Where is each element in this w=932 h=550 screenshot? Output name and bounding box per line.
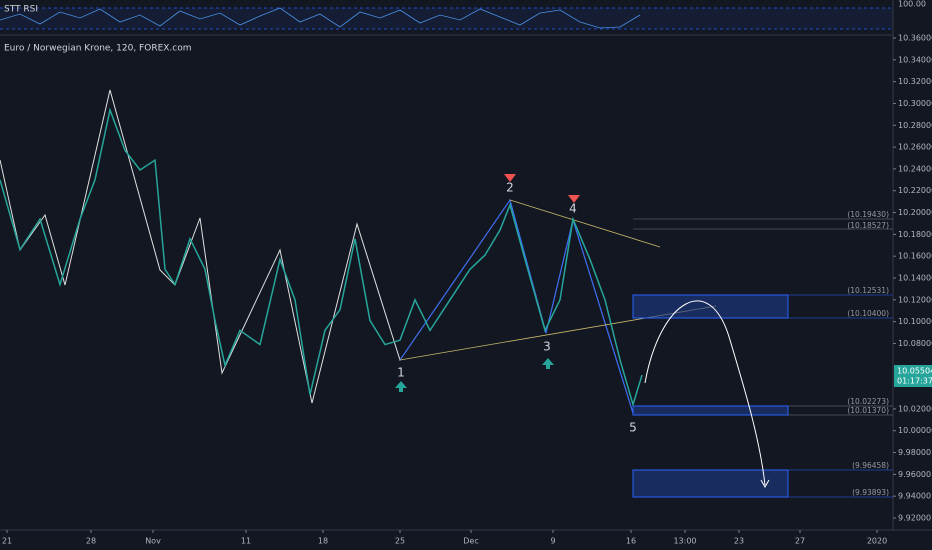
x-tick-label: Dec xyxy=(463,537,478,546)
y-tick-label: 10.24000 xyxy=(898,164,932,173)
zone-box xyxy=(632,294,789,319)
x-tick-label: 21 xyxy=(2,537,12,546)
x-tick-label: 18 xyxy=(318,537,328,546)
level-label: (9.93893) xyxy=(852,488,889,497)
x-tick-label: 28 xyxy=(86,537,96,546)
price-tag xyxy=(894,365,932,387)
y-tick-label: 10.14000 xyxy=(898,274,932,283)
x-tick-label: 13:00 xyxy=(673,537,696,546)
x-tick-label: 27 xyxy=(795,537,805,546)
wave-label: 1 xyxy=(397,366,405,380)
rsi-axis-label: 100.00 xyxy=(898,0,926,9)
y-tick-label: 9.98000 xyxy=(898,448,931,457)
wave-label: 2 xyxy=(506,181,514,195)
y-tick-label: 10.30000 xyxy=(898,99,932,108)
zone-box xyxy=(632,405,789,416)
y-tick-label: 10.00000 xyxy=(898,426,932,435)
y-tick-label: 10.02000 xyxy=(898,404,932,413)
y-tick-label: 9.92000 xyxy=(898,514,931,523)
sell-signal xyxy=(568,195,580,203)
arrow-head xyxy=(760,479,770,489)
x-tick-label: 9 xyxy=(550,537,555,546)
level-label: (10.01370) xyxy=(847,406,889,415)
y-tick-label: 10.18000 xyxy=(898,230,932,239)
level-label: (9.96458) xyxy=(852,461,889,470)
level-label: (10.02273) xyxy=(847,397,889,406)
y-tick-label: 10.08000 xyxy=(898,339,932,348)
sell-signal xyxy=(504,174,516,182)
y-tick-label: 10.22000 xyxy=(898,186,932,195)
rsi-fill xyxy=(0,8,893,29)
current-price: 10.05504 xyxy=(897,367,932,376)
y-tick-label: 10.20000 xyxy=(898,208,932,217)
level-label: (10.18527) xyxy=(847,221,889,230)
y-tick-label: 10.28000 xyxy=(898,121,932,130)
y-tick-label: 10.34000 xyxy=(898,55,932,64)
y-tick-label: 9.94000 xyxy=(898,492,931,501)
indicator-name: STT RSI xyxy=(4,5,38,15)
y-tick-label: 10.12000 xyxy=(898,295,932,304)
rsi-line xyxy=(0,7,641,29)
x-tick-label: 25 xyxy=(395,537,405,546)
buy-signal xyxy=(395,381,407,392)
y-tick-label: 10.16000 xyxy=(898,252,932,261)
countdown: 01:17:37 xyxy=(897,377,932,386)
y-tick-label: 9.96000 xyxy=(898,470,931,479)
x-tick-label: 2020 xyxy=(867,537,887,546)
x-tick-label: 16 xyxy=(626,537,636,546)
x-tick-label: Nov xyxy=(145,537,161,546)
buy-signal xyxy=(542,358,554,369)
price-line xyxy=(0,107,643,408)
y-tick-label: 10.26000 xyxy=(898,143,932,152)
chart-title: Euro / Norwegian Krone, 120, FOREX.com xyxy=(4,44,192,54)
pattern-drawing xyxy=(399,198,634,414)
wave-label: 4 xyxy=(569,202,577,216)
level-label: (10.12531) xyxy=(847,286,889,295)
zone-box xyxy=(632,469,789,498)
wave-label: 3 xyxy=(543,340,551,354)
x-tick-label: 23 xyxy=(734,537,744,546)
projection-arrow xyxy=(644,300,766,486)
level-label: (10.10400) xyxy=(847,309,889,318)
trendline xyxy=(509,199,661,248)
x-tick-label: 11 xyxy=(241,537,251,546)
y-tick-label: 10.36000 xyxy=(898,34,932,43)
y-tick-label: 10.32000 xyxy=(898,77,932,86)
y-tick-label: 10.10000 xyxy=(898,317,932,326)
level-label: (10.19430) xyxy=(847,210,889,219)
wave-label: 5 xyxy=(629,421,637,435)
